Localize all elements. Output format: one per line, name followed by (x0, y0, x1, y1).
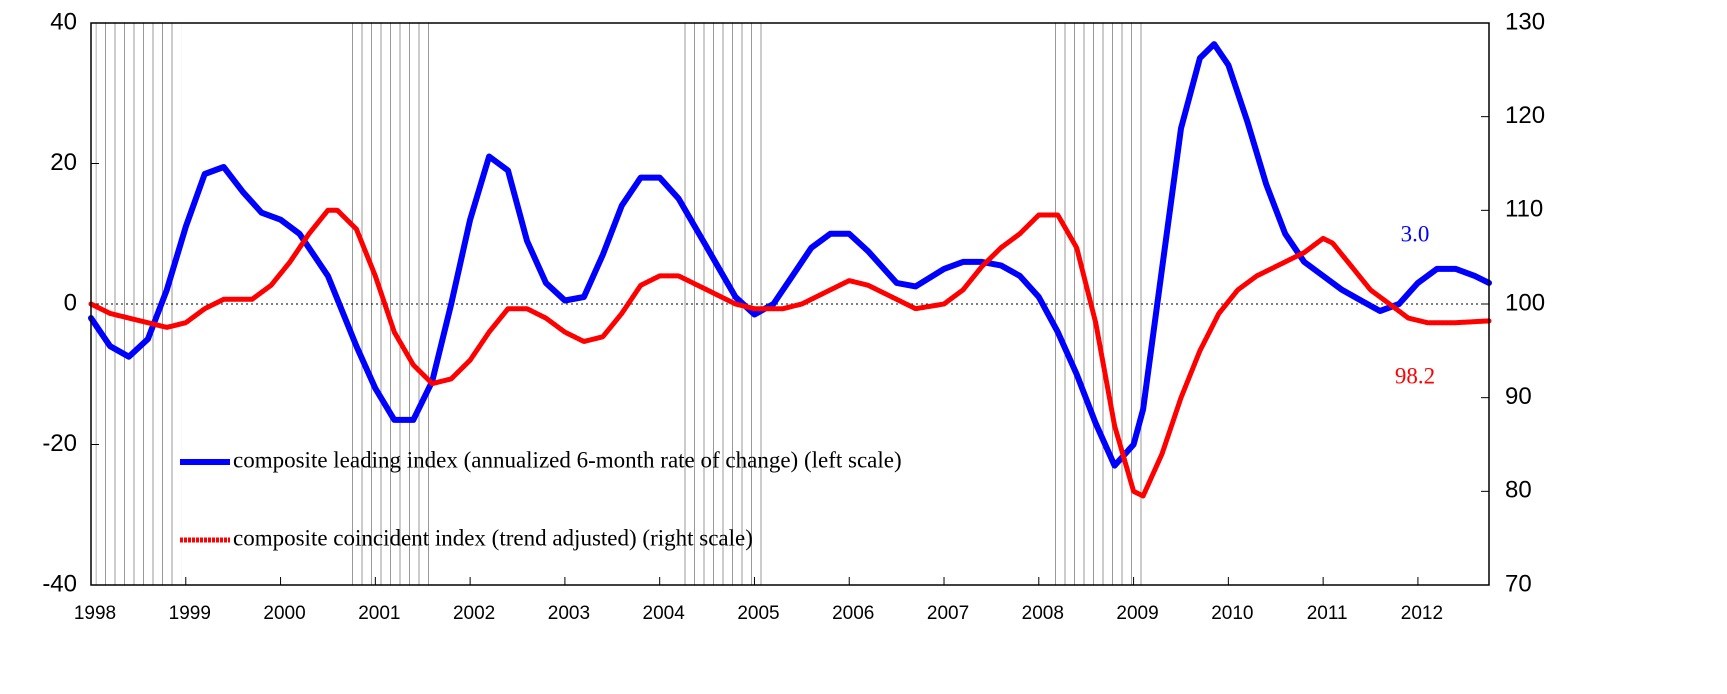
y2-tick-label: 70 (1505, 570, 1532, 597)
x-tick-label: 2011 (1307, 603, 1348, 624)
x-tick-label: 1998 (74, 603, 116, 624)
annotation: 98.2 (1395, 363, 1435, 388)
y-tick-label: 20 (50, 149, 77, 176)
x-tick-label: 1999 (169, 603, 211, 624)
x-tick-label: 2012 (1401, 603, 1443, 624)
x-tick-label: 2004 (643, 603, 686, 624)
annotation: 3.0 (1401, 221, 1430, 246)
plot-frame (90, 22, 1490, 586)
legend-label: composite coincident index (trend adjust… (233, 525, 753, 550)
x-tick-label: 2010 (1211, 603, 1253, 624)
series-line (88, 41, 1492, 469)
x-tick-label: 2009 (1116, 603, 1158, 624)
x-tick-label: 2002 (453, 603, 495, 624)
x-tick-label: 2005 (737, 603, 779, 624)
y2-tick-label: 110 (1505, 196, 1543, 223)
y2-tick-label: 130 (1505, 8, 1545, 35)
y-tick-label: 40 (50, 8, 77, 35)
legend-label: composite leading index (annualized 6-mo… (233, 447, 902, 472)
x-tick-label: 2003 (548, 603, 590, 624)
y2-tick-label: 120 (1505, 102, 1545, 129)
y-tick-label: -20 (42, 430, 77, 457)
x-tick-label: 2008 (1022, 603, 1064, 624)
y-tick-label: 0 (64, 289, 77, 316)
y2-tick-label: 80 (1505, 477, 1532, 504)
y-tick-label: -40 (42, 570, 77, 597)
shaded-period (95, 23, 182, 585)
series-line (88, 207, 1492, 499)
x-tick-label: 2006 (832, 603, 874, 624)
x-tick-label: 2007 (927, 603, 969, 624)
x-tick-label: 2000 (263, 603, 305, 624)
shaded-period (1053, 23, 1144, 585)
y2-tick-label: 100 (1505, 289, 1545, 316)
y2-tick-label: 90 (1505, 383, 1532, 410)
x-tick-label: 2001 (358, 603, 400, 624)
